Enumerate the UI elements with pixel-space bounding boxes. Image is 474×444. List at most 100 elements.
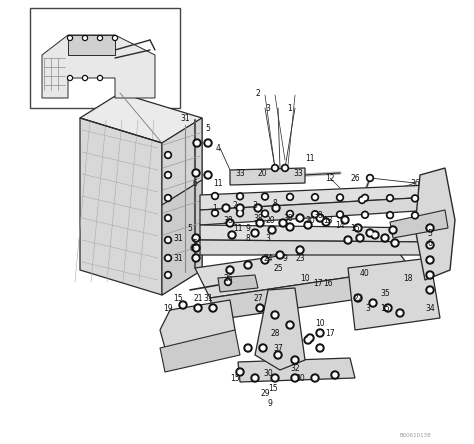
Circle shape	[69, 77, 71, 79]
Text: 21: 21	[193, 293, 203, 302]
Text: 3: 3	[253, 201, 257, 210]
Circle shape	[256, 206, 260, 210]
Polygon shape	[210, 268, 420, 320]
Polygon shape	[348, 258, 440, 330]
Circle shape	[82, 36, 88, 40]
Circle shape	[256, 304, 264, 312]
Circle shape	[286, 321, 294, 329]
Text: 13: 13	[323, 215, 333, 225]
Circle shape	[426, 224, 434, 232]
Text: 5: 5	[192, 238, 198, 247]
Text: 32: 32	[290, 364, 300, 373]
Text: 5: 5	[428, 229, 432, 238]
Circle shape	[98, 75, 102, 80]
Polygon shape	[218, 275, 258, 292]
Circle shape	[286, 210, 293, 218]
Circle shape	[428, 288, 432, 292]
Circle shape	[311, 211, 319, 218]
Circle shape	[263, 195, 267, 198]
Text: 3: 3	[265, 103, 271, 112]
Polygon shape	[80, 118, 162, 295]
Circle shape	[363, 213, 367, 217]
Circle shape	[166, 238, 170, 242]
Circle shape	[426, 271, 434, 279]
Text: 11: 11	[233, 223, 243, 233]
Circle shape	[276, 353, 280, 357]
Circle shape	[344, 236, 352, 244]
Text: 8: 8	[246, 234, 250, 242]
Text: 34: 34	[425, 304, 435, 313]
Circle shape	[313, 195, 317, 199]
Text: 19: 19	[163, 304, 173, 313]
Text: 36: 36	[410, 178, 420, 187]
Text: 28: 28	[270, 329, 280, 337]
Circle shape	[192, 234, 200, 242]
Circle shape	[388, 196, 392, 200]
Circle shape	[164, 194, 172, 202]
Circle shape	[281, 221, 285, 225]
Text: 30: 30	[305, 215, 315, 225]
Circle shape	[166, 153, 170, 157]
Circle shape	[213, 211, 217, 215]
Circle shape	[193, 139, 201, 147]
Polygon shape	[195, 240, 410, 298]
Circle shape	[286, 223, 294, 231]
Circle shape	[428, 273, 432, 277]
Circle shape	[296, 246, 304, 254]
Circle shape	[283, 166, 287, 170]
Circle shape	[274, 351, 282, 359]
Polygon shape	[162, 118, 202, 205]
Text: 16: 16	[323, 278, 333, 288]
Circle shape	[331, 371, 339, 379]
Circle shape	[261, 256, 269, 264]
Circle shape	[276, 251, 284, 259]
Text: 35: 35	[380, 289, 390, 297]
Text: 25: 25	[273, 263, 283, 273]
Text: 23: 23	[295, 254, 305, 262]
Circle shape	[338, 213, 342, 216]
Polygon shape	[42, 35, 155, 98]
Circle shape	[318, 216, 322, 220]
Polygon shape	[255, 288, 305, 370]
Circle shape	[366, 174, 374, 182]
Circle shape	[426, 286, 434, 294]
Circle shape	[338, 196, 342, 199]
Polygon shape	[162, 118, 202, 295]
Circle shape	[256, 219, 264, 227]
Circle shape	[181, 303, 185, 307]
Text: 1: 1	[213, 203, 218, 213]
Text: 5: 5	[188, 223, 192, 233]
Circle shape	[272, 164, 279, 171]
Circle shape	[298, 248, 302, 252]
Text: 14: 14	[335, 221, 345, 230]
Circle shape	[286, 194, 293, 200]
Circle shape	[316, 344, 324, 352]
Text: 2: 2	[233, 201, 237, 210]
Circle shape	[369, 299, 377, 307]
Circle shape	[362, 194, 368, 201]
Circle shape	[426, 256, 434, 264]
Circle shape	[244, 344, 252, 352]
Circle shape	[254, 204, 262, 212]
Text: 10: 10	[315, 318, 325, 328]
Circle shape	[316, 214, 324, 222]
Text: 24: 24	[263, 254, 273, 262]
Circle shape	[209, 304, 217, 312]
Circle shape	[273, 376, 277, 380]
Circle shape	[291, 356, 299, 364]
Text: 15: 15	[350, 223, 360, 233]
Circle shape	[237, 210, 244, 217]
Circle shape	[291, 374, 299, 382]
Circle shape	[226, 266, 234, 274]
Circle shape	[293, 376, 297, 380]
Circle shape	[194, 304, 202, 312]
Circle shape	[69, 37, 71, 39]
Circle shape	[228, 231, 236, 239]
Text: 27: 27	[253, 293, 263, 302]
Circle shape	[211, 210, 219, 217]
Circle shape	[253, 376, 257, 380]
Text: 31: 31	[173, 254, 183, 262]
Circle shape	[288, 212, 292, 216]
Text: 20: 20	[265, 215, 275, 225]
Circle shape	[238, 211, 242, 215]
